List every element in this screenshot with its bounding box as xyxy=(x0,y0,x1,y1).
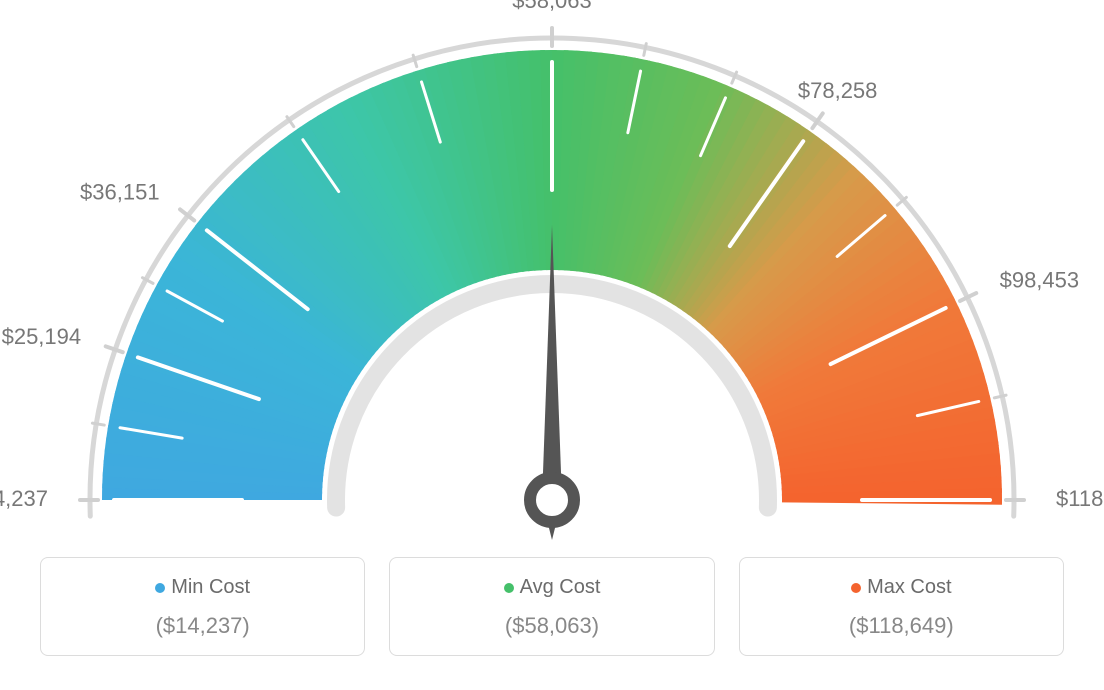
legend-value-max: ($118,649) xyxy=(750,613,1053,639)
gauge-tick-label: $118,649 xyxy=(1056,486,1104,511)
gauge-tick-label: $58,063 xyxy=(512,0,592,13)
legend-label: Min Cost xyxy=(171,576,250,598)
legend-value-min: ($14,237) xyxy=(51,613,354,639)
gauge-tick-label: $78,258 xyxy=(798,78,878,103)
gauge-tick-label: $25,194 xyxy=(2,324,82,349)
legend-value-avg: ($58,063) xyxy=(400,613,703,639)
gauge-chart: $14,237 $25,194 $36,151 $58,063 $78,258 $98,4… xyxy=(0,0,1104,545)
legend-card-max: Max Cost ($118,649) xyxy=(739,557,1064,656)
gauge-tick-label: $98,453 xyxy=(1000,268,1080,293)
legend-title-max: Max Cost xyxy=(750,576,1053,599)
legend-title-avg: Avg Cost xyxy=(400,576,703,599)
gauge-tick-label: $36,151 xyxy=(80,179,160,204)
legend-card-avg: Avg Cost ($58,063) xyxy=(389,557,714,656)
legend-dot-avg xyxy=(504,583,514,593)
legend-row: Min Cost ($14,237) Avg Cost ($58,063) Ma… xyxy=(0,557,1104,656)
legend-label: Max Cost xyxy=(867,576,951,598)
legend-label: Avg Cost xyxy=(520,576,601,598)
legend-dot-min xyxy=(155,583,165,593)
gauge-tick-label: $14,237 xyxy=(0,486,48,511)
legend-card-min: Min Cost ($14,237) xyxy=(40,557,365,656)
gauge-container: $14,237 $25,194 $36,151 $58,063 $78,258 $98,4… xyxy=(0,0,1104,545)
legend-title-min: Min Cost xyxy=(51,576,354,599)
legend-dot-max xyxy=(851,583,861,593)
